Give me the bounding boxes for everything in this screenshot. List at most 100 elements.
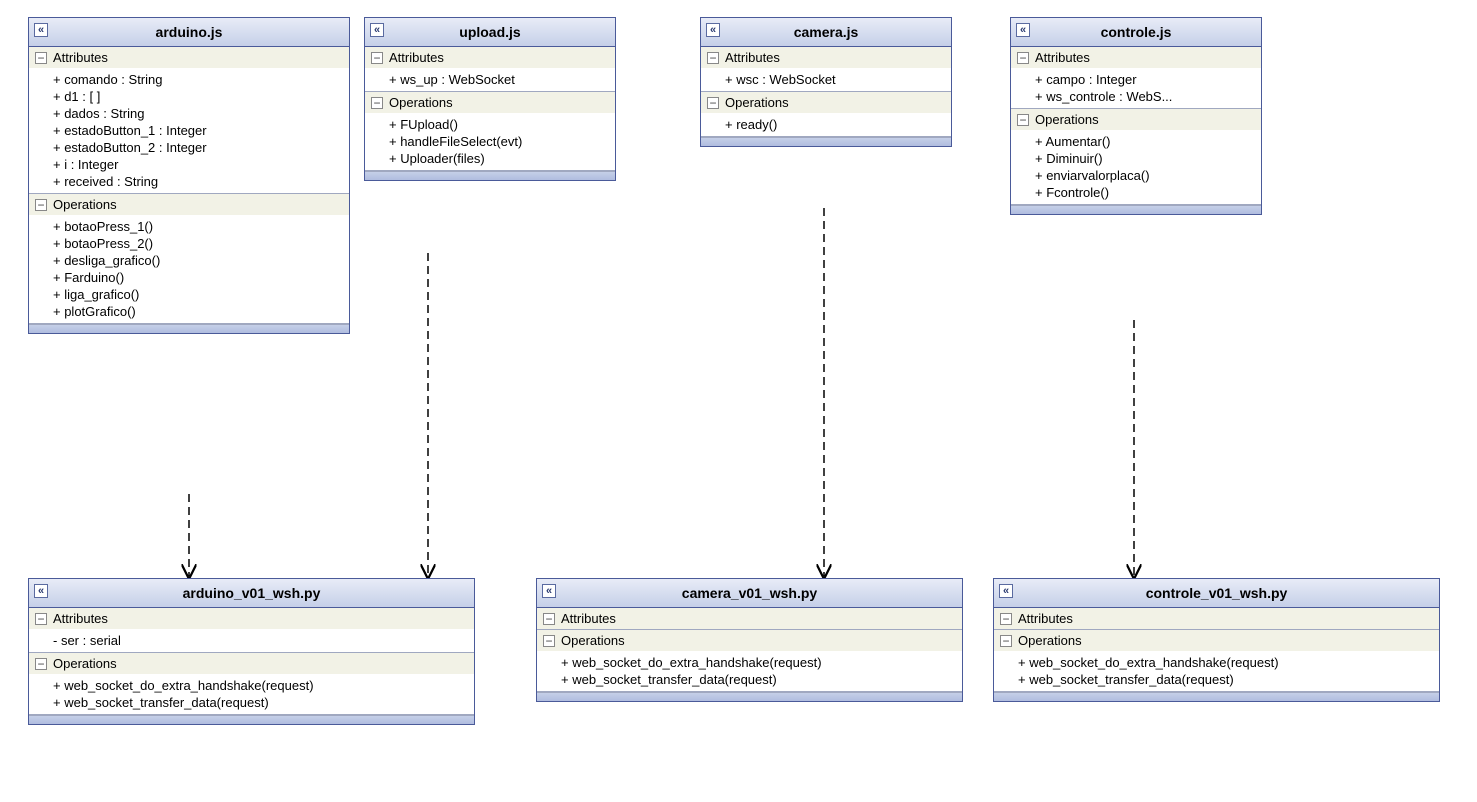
attribute-item: + d1 : [ ] bbox=[53, 88, 343, 105]
operation-item: + desliga_grafico() bbox=[53, 252, 343, 269]
section-toggle-icon[interactable]: − bbox=[543, 635, 555, 647]
attributes-header: −Attributes bbox=[994, 608, 1439, 629]
attributes-label: Attributes bbox=[53, 50, 108, 65]
operation-item: + botaoPress_1() bbox=[53, 218, 343, 235]
attribute-item: + estadoButton_1 : Integer bbox=[53, 122, 343, 139]
collapse-icon[interactable]: « bbox=[706, 23, 720, 37]
operations-header: −Operations bbox=[994, 630, 1439, 651]
attributes-header: −Attributes bbox=[29, 47, 349, 68]
class-upload_js: « upload.js −Attributes+ ws_up : WebSocket… bbox=[364, 17, 616, 181]
operations-header: −Operations bbox=[701, 92, 951, 113]
collapse-icon[interactable]: « bbox=[34, 23, 48, 37]
operations-label: Operations bbox=[725, 95, 789, 110]
class-title: upload.js bbox=[459, 24, 520, 40]
class-footer-strip bbox=[537, 692, 962, 701]
collapse-icon[interactable]: « bbox=[999, 584, 1013, 598]
class-camera_js: «camera.js−Attributes+ wsc : WebSocket−O… bbox=[700, 17, 952, 147]
operation-item: + botaoPress_2() bbox=[53, 235, 343, 252]
class-arduino_js: «arduino.js−Attributes+ comando : String… bbox=[28, 17, 350, 334]
class-controle_js: « controle.js −Attributes + campo : Integer… bbox=[1010, 17, 1262, 215]
operation-item: + web_socket_transfer_data(request) bbox=[53, 694, 468, 711]
operations-label: Operations bbox=[1035, 112, 1099, 127]
operation-item: + web_socket_transfer_data(request) bbox=[1018, 671, 1433, 688]
section-toggle-icon[interactable]: − bbox=[707, 97, 719, 109]
section-toggle-icon[interactable]: − bbox=[1017, 114, 1029, 126]
collapse-icon[interactable]: « bbox=[34, 584, 48, 598]
operations-body: + web_socket_do_extra_handshake(request)… bbox=[537, 651, 962, 691]
operations-header: −Operations bbox=[365, 92, 615, 113]
attributes-header: −Attributes bbox=[29, 608, 474, 629]
operation-item: + web_socket_do_extra_handshake(request) bbox=[561, 654, 956, 671]
class-title: camera_v01_wsh.py bbox=[682, 585, 817, 601]
section-toggle-icon[interactable]: − bbox=[543, 613, 555, 625]
attributes-label: Attributes bbox=[561, 611, 616, 626]
operation-item: + ready() bbox=[725, 116, 945, 133]
operation-item: + handleFileSelect(evt) bbox=[389, 133, 609, 150]
section-toggle-icon[interactable]: − bbox=[35, 199, 47, 211]
operation-item: + Uploader(files) bbox=[389, 150, 609, 167]
section-toggle-icon[interactable]: − bbox=[1000, 613, 1012, 625]
operations-label: Operations bbox=[53, 656, 117, 671]
class-footer-strip bbox=[1011, 205, 1261, 214]
operation-item: + web_socket_transfer_data(request) bbox=[561, 671, 956, 688]
class-arduino_wsh: «arduino_v01_wsh.py−Attributes- ser : se… bbox=[28, 578, 475, 725]
class-header: «arduino.js bbox=[29, 18, 349, 47]
operations-header: −Operations bbox=[29, 194, 349, 215]
class-controle_wsh: «controle_v01_wsh.py−Attributes−Operatio… bbox=[993, 578, 1440, 702]
attributes-header: −Attributes bbox=[537, 608, 962, 629]
operation-item: + FUpload() bbox=[389, 116, 609, 133]
section-toggle-icon[interactable]: − bbox=[371, 97, 383, 109]
section-toggle-icon[interactable]: − bbox=[35, 658, 47, 670]
operations-label: Operations bbox=[389, 95, 453, 110]
attributes-header: −Attributes bbox=[701, 47, 951, 68]
section-toggle-icon[interactable]: − bbox=[371, 52, 383, 64]
attributes-section: −Attributes+ comando : String+ d1 : [ ]+… bbox=[29, 47, 349, 194]
class-title: controle.js bbox=[1101, 24, 1172, 40]
section-toggle-icon[interactable]: − bbox=[35, 613, 47, 625]
operations-section: −Operations+ web_socket_do_extra_handsha… bbox=[29, 653, 474, 715]
collapse-icon[interactable]: « bbox=[542, 584, 556, 598]
operation-item: + web_socket_do_extra_handshake(request) bbox=[1018, 654, 1433, 671]
section-toggle-icon[interactable]: − bbox=[1017, 52, 1029, 64]
operation-item: + Diminuir() bbox=[1035, 150, 1255, 167]
attributes-section: −Attributes - ser : serial bbox=[29, 608, 474, 653]
operations-body: + FUpload()+ handleFileSelect(evt)+ Uplo… bbox=[365, 113, 615, 170]
operation-item: + enviarvalorplaca() bbox=[1035, 167, 1255, 184]
operations-section: −Operations + Aumentar()+ Diminuir()+ env… bbox=[1011, 109, 1261, 205]
class-footer-strip bbox=[29, 324, 349, 333]
operation-item: + Aumentar() bbox=[1035, 133, 1255, 150]
section-toggle-icon[interactable]: − bbox=[35, 52, 47, 64]
operations-section: −Operations + web_socket_do_extra_handsha… bbox=[994, 630, 1439, 692]
attributes-body: + ws_up : WebSocket bbox=[365, 68, 615, 91]
attributes-section: −Attributes bbox=[994, 608, 1439, 630]
attributes-section: −Attributes + campo : Integer+ ws_control… bbox=[1011, 47, 1261, 109]
class-title: arduino_v01_wsh.py bbox=[183, 585, 321, 601]
attributes-body: + comando : String+ d1 : [ ]+ dados : St… bbox=[29, 68, 349, 193]
attribute-item: + received : String bbox=[53, 173, 343, 190]
collapse-icon[interactable]: « bbox=[370, 23, 384, 37]
class-camera_wsh: «camera_v01_wsh.py−Attributes−Operations… bbox=[536, 578, 963, 702]
operations-header: −Operations bbox=[29, 653, 474, 674]
attribute-item: + campo : Integer bbox=[1035, 71, 1255, 88]
operations-label: Operations bbox=[53, 197, 117, 212]
section-toggle-icon[interactable]: − bbox=[707, 52, 719, 64]
attributes-section: −Attributes+ ws_up : WebSocket bbox=[365, 47, 615, 92]
attribute-item: + ws_controle : WebS... bbox=[1035, 88, 1255, 105]
attributes-body: - ser : serial bbox=[29, 629, 474, 652]
attributes-header: −Attributes bbox=[1011, 47, 1261, 68]
operation-item: + Fcontrole() bbox=[1035, 184, 1255, 201]
class-footer-strip bbox=[701, 137, 951, 146]
attributes-header: −Attributes bbox=[365, 47, 615, 68]
collapse-icon[interactable]: « bbox=[1016, 23, 1030, 37]
section-toggle-icon[interactable]: − bbox=[1000, 635, 1012, 647]
attribute-item: + i : Integer bbox=[53, 156, 343, 173]
attribute-item: + wsc : WebSocket bbox=[725, 71, 945, 88]
operation-item: + Farduino() bbox=[53, 269, 343, 286]
class-header: « camera_v01_wsh.py bbox=[537, 579, 962, 608]
attribute-item: - ser : serial bbox=[53, 632, 468, 649]
attributes-label: Attributes bbox=[53, 611, 108, 626]
attribute-item: + comando : String bbox=[53, 71, 343, 88]
class-header: « upload.js bbox=[365, 18, 615, 47]
class-header: «camera.js bbox=[701, 18, 951, 47]
operations-body: + Aumentar()+ Diminuir()+ enviarvalorpla… bbox=[1011, 130, 1261, 204]
